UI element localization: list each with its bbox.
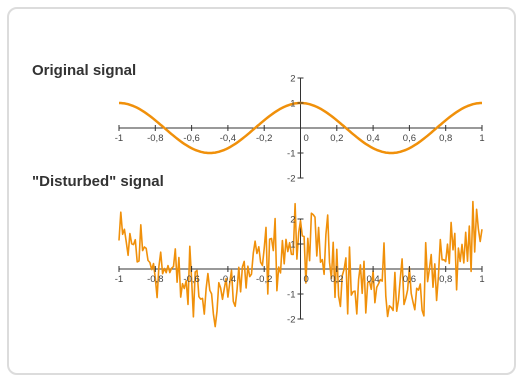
- x-tick-label: -0,2: [256, 274, 272, 285]
- x-tick-label: 0,6: [403, 274, 416, 285]
- x-tick-label: 0,2: [330, 274, 343, 285]
- x-tick-label: -1: [115, 274, 123, 285]
- x-tick-label: -0,4: [220, 133, 236, 144]
- x-tick-label: 0,8: [439, 274, 452, 285]
- disturbed-signal-line: [118, 200, 483, 328]
- y-tick-label: 2: [290, 74, 295, 85]
- x-tick-label: 0,4: [366, 133, 379, 144]
- x-tick-label: 0,6: [403, 133, 416, 144]
- x-tick-label: 0,4: [366, 274, 379, 285]
- x-tick-label: -0,6: [183, 274, 199, 285]
- x-tick-label: 0: [304, 133, 309, 144]
- chart-card: [7, 7, 516, 375]
- y-tick-label: 1: [290, 99, 295, 110]
- x-tick-label: 1: [479, 274, 484, 285]
- y-tick-label: -1: [287, 290, 295, 301]
- y-tick-label: 1: [290, 240, 295, 251]
- x-tick-label: -0,8: [147, 133, 163, 144]
- x-tick-label: 0,8: [439, 133, 452, 144]
- x-tick-label: -1: [115, 133, 123, 144]
- y-tick-label: -2: [287, 315, 295, 326]
- x-tick-label: -0,2: [256, 133, 272, 144]
- x-tick-label: -0,4: [220, 274, 236, 285]
- x-tick-label: -0,6: [183, 133, 199, 144]
- y-tick-label: 2: [290, 215, 295, 226]
- y-tick-label: -1: [287, 149, 295, 160]
- y-tick-label: -2: [287, 174, 295, 185]
- x-tick-label: 0: [304, 274, 309, 285]
- x-tick-label: 1: [479, 133, 484, 144]
- disturbed-signal-title: "Disturbed" signal: [32, 173, 164, 190]
- x-tick-label: 0,2: [330, 133, 343, 144]
- original-signal-title: Original signal: [32, 62, 137, 79]
- x-tick-label: -0,8: [147, 274, 163, 285]
